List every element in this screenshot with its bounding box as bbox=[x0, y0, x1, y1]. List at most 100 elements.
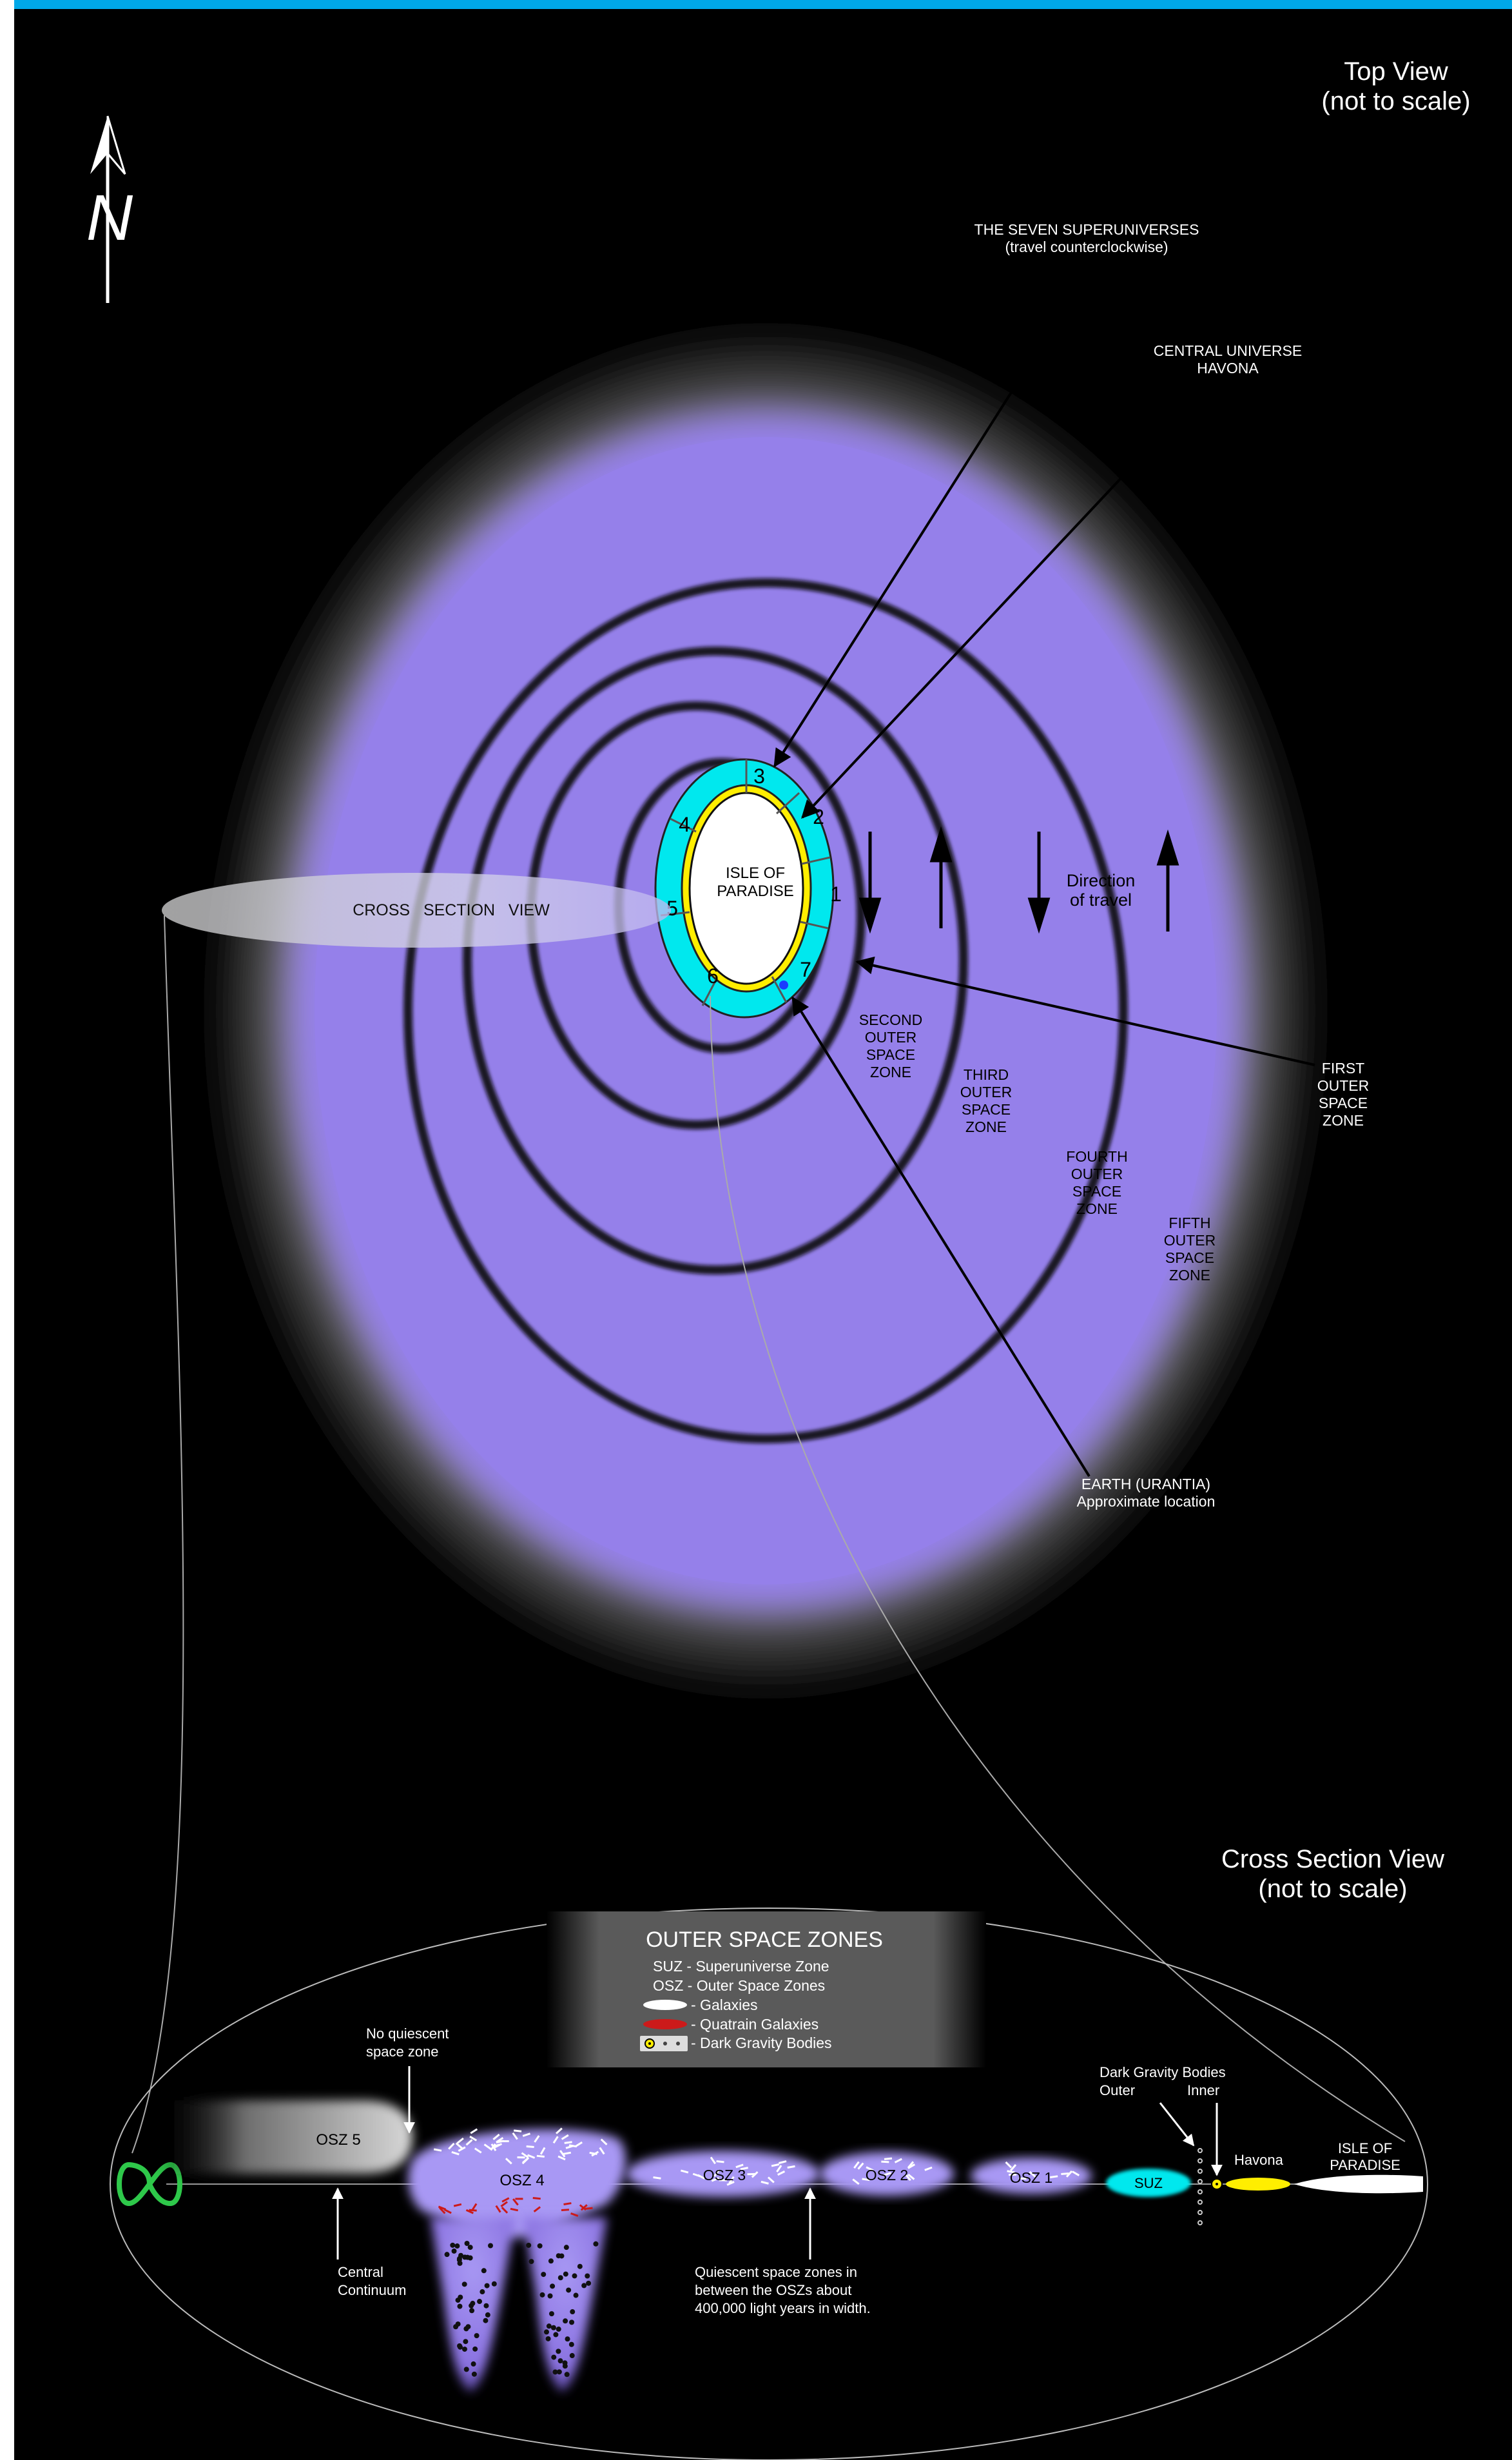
galaxy-mark bbox=[451, 2151, 460, 2156]
dark-body-dot bbox=[537, 2243, 543, 2249]
havona-disk bbox=[1226, 2178, 1290, 2191]
dark-body-dot bbox=[569, 2353, 575, 2359]
second-zone-label-3: SPACE bbox=[866, 1046, 915, 1063]
direction-arrows bbox=[858, 826, 1179, 934]
galaxy-mark bbox=[510, 2207, 519, 2212]
galaxy-mark bbox=[591, 2151, 599, 2157]
galaxy-legend-icon bbox=[643, 2000, 687, 2010]
fourth-zone-label-3: SPACE bbox=[1072, 1183, 1121, 1200]
cross-section-label: CROSS SECTION VIEW bbox=[353, 901, 550, 919]
galaxy-mark bbox=[563, 2202, 572, 2205]
isle-label-1: ISLE OF bbox=[726, 864, 785, 882]
osz1-zone bbox=[971, 2158, 1092, 2194]
galaxy-mark bbox=[751, 2171, 759, 2178]
galaxy-mark bbox=[711, 2177, 720, 2182]
galaxy-mark bbox=[438, 2205, 447, 2211]
dark-body-dot bbox=[488, 2243, 494, 2249]
isle-label-2: PARADISE bbox=[717, 883, 794, 900]
galaxy-mark bbox=[527, 2154, 536, 2159]
galaxy-mark bbox=[505, 2158, 512, 2165]
galaxy-mark bbox=[924, 2166, 933, 2171]
central-continuum-label-2: Continuum bbox=[338, 2282, 406, 2298]
osz4-quatrain-galaxies bbox=[438, 2197, 593, 2217]
dark-body-dot bbox=[465, 2324, 471, 2330]
galaxy-mark bbox=[710, 2156, 716, 2165]
galaxy-mark bbox=[580, 2204, 588, 2211]
galaxy-mark bbox=[1010, 2163, 1017, 2171]
galaxy-mark bbox=[585, 2207, 593, 2210]
osz3-label: OSZ 3 bbox=[703, 2167, 746, 2183]
galaxy-mark bbox=[787, 2165, 795, 2169]
section-connectors bbox=[131, 915, 1406, 2154]
dark-body-dot bbox=[477, 2299, 483, 2305]
sector-3: 3 bbox=[753, 765, 765, 788]
osz1-label: OSZ 1 bbox=[1010, 2169, 1052, 2186]
dark-body-dot bbox=[444, 2252, 450, 2258]
galaxy-mark bbox=[492, 2133, 500, 2140]
galaxy-mark bbox=[570, 2212, 579, 2217]
top-view-subtitle: (not to scale) bbox=[1321, 87, 1470, 115]
cross-section-slice bbox=[162, 873, 671, 948]
galaxy-mark bbox=[470, 2128, 478, 2134]
dark-body-dot bbox=[455, 2321, 461, 2327]
dark-body-dot bbox=[471, 2371, 477, 2377]
legend-suz: SUZ - Superuniverse Zone bbox=[653, 1958, 829, 1975]
earth-label-1: EARTH (URANTIA) bbox=[1081, 1476, 1210, 1492]
galaxy-mark bbox=[776, 2165, 782, 2172]
dark-body-dot bbox=[556, 2348, 561, 2354]
galaxy-mark bbox=[534, 2135, 540, 2143]
osz5-label: OSZ 5 bbox=[316, 2131, 360, 2149]
suz-zone bbox=[1106, 2169, 1191, 2197]
galaxy-mark bbox=[496, 2140, 504, 2143]
galaxy-mark bbox=[495, 2205, 501, 2213]
third-zone-label-2: OUTER bbox=[960, 1084, 1013, 1100]
cross-section-view: Cross Section View (not to scale) OUTER … bbox=[110, 1845, 1444, 2460]
dark-body-dot bbox=[548, 2258, 554, 2264]
galaxy-mark bbox=[474, 2147, 482, 2154]
galaxy-mark bbox=[471, 2203, 478, 2211]
osz4-galaxies bbox=[433, 2127, 608, 2165]
central-continuum-infinity-icon bbox=[117, 2162, 182, 2207]
galaxy-mark bbox=[907, 2163, 916, 2169]
galaxy-mark bbox=[500, 2201, 508, 2207]
north-label: N bbox=[86, 182, 133, 254]
legend: OUTER SPACE ZONES SUZ - Superuniverse Zo… bbox=[547, 1911, 986, 2067]
osz4-cone-right bbox=[523, 2218, 607, 2392]
dark-body-dot bbox=[454, 2243, 460, 2249]
legend-quatrain: - Quatrain Galaxies bbox=[691, 2016, 819, 2033]
galaxy-mark bbox=[884, 2157, 893, 2160]
dark-body-dot bbox=[483, 2318, 489, 2323]
legend-galaxies: - Galaxies bbox=[691, 1996, 758, 2013]
galaxy-mark bbox=[439, 2207, 446, 2214]
sector-2: 2 bbox=[813, 805, 824, 828]
dark-body-dot bbox=[461, 2347, 467, 2352]
galaxy-mark bbox=[465, 2139, 473, 2146]
third-zone-label-1: THIRD bbox=[964, 1066, 1009, 1083]
sector-7: 7 bbox=[800, 958, 811, 981]
dark-body-dot bbox=[470, 2301, 476, 2307]
galaxy-mark bbox=[1050, 2175, 1058, 2178]
galaxy-mark bbox=[600, 2138, 608, 2145]
galaxy-mark bbox=[533, 2206, 541, 2212]
galaxy-mark bbox=[894, 2158, 902, 2163]
top-view-title: Top View bbox=[1344, 57, 1448, 86]
cross-pointer-arrows bbox=[332, 2066, 1223, 2260]
central-universe-label: CENTRAL UNIVERSE bbox=[1154, 342, 1302, 359]
fourth-zone-label-2: OUTER bbox=[1071, 1166, 1123, 1182]
galaxy-mark bbox=[522, 2133, 531, 2137]
sector-1: 1 bbox=[830, 883, 842, 906]
dark-body-dot bbox=[581, 2283, 587, 2289]
dark-body-dot bbox=[458, 2344, 463, 2350]
earth-label-2: Approximate location bbox=[1077, 1493, 1216, 1510]
legend-title: OUTER SPACE ZONES bbox=[646, 1928, 883, 1952]
galaxy-mark bbox=[564, 2141, 572, 2144]
galaxy-mark bbox=[726, 2181, 735, 2186]
cross-section-outline bbox=[110, 1908, 1428, 2460]
galaxy-mark bbox=[532, 2197, 541, 2200]
galaxy-mark bbox=[465, 2209, 474, 2214]
galaxy-mark bbox=[866, 2166, 874, 2172]
galaxy-mark bbox=[433, 2148, 442, 2152]
galaxy-mark bbox=[539, 2147, 546, 2155]
dark-body-dot bbox=[541, 2272, 547, 2278]
